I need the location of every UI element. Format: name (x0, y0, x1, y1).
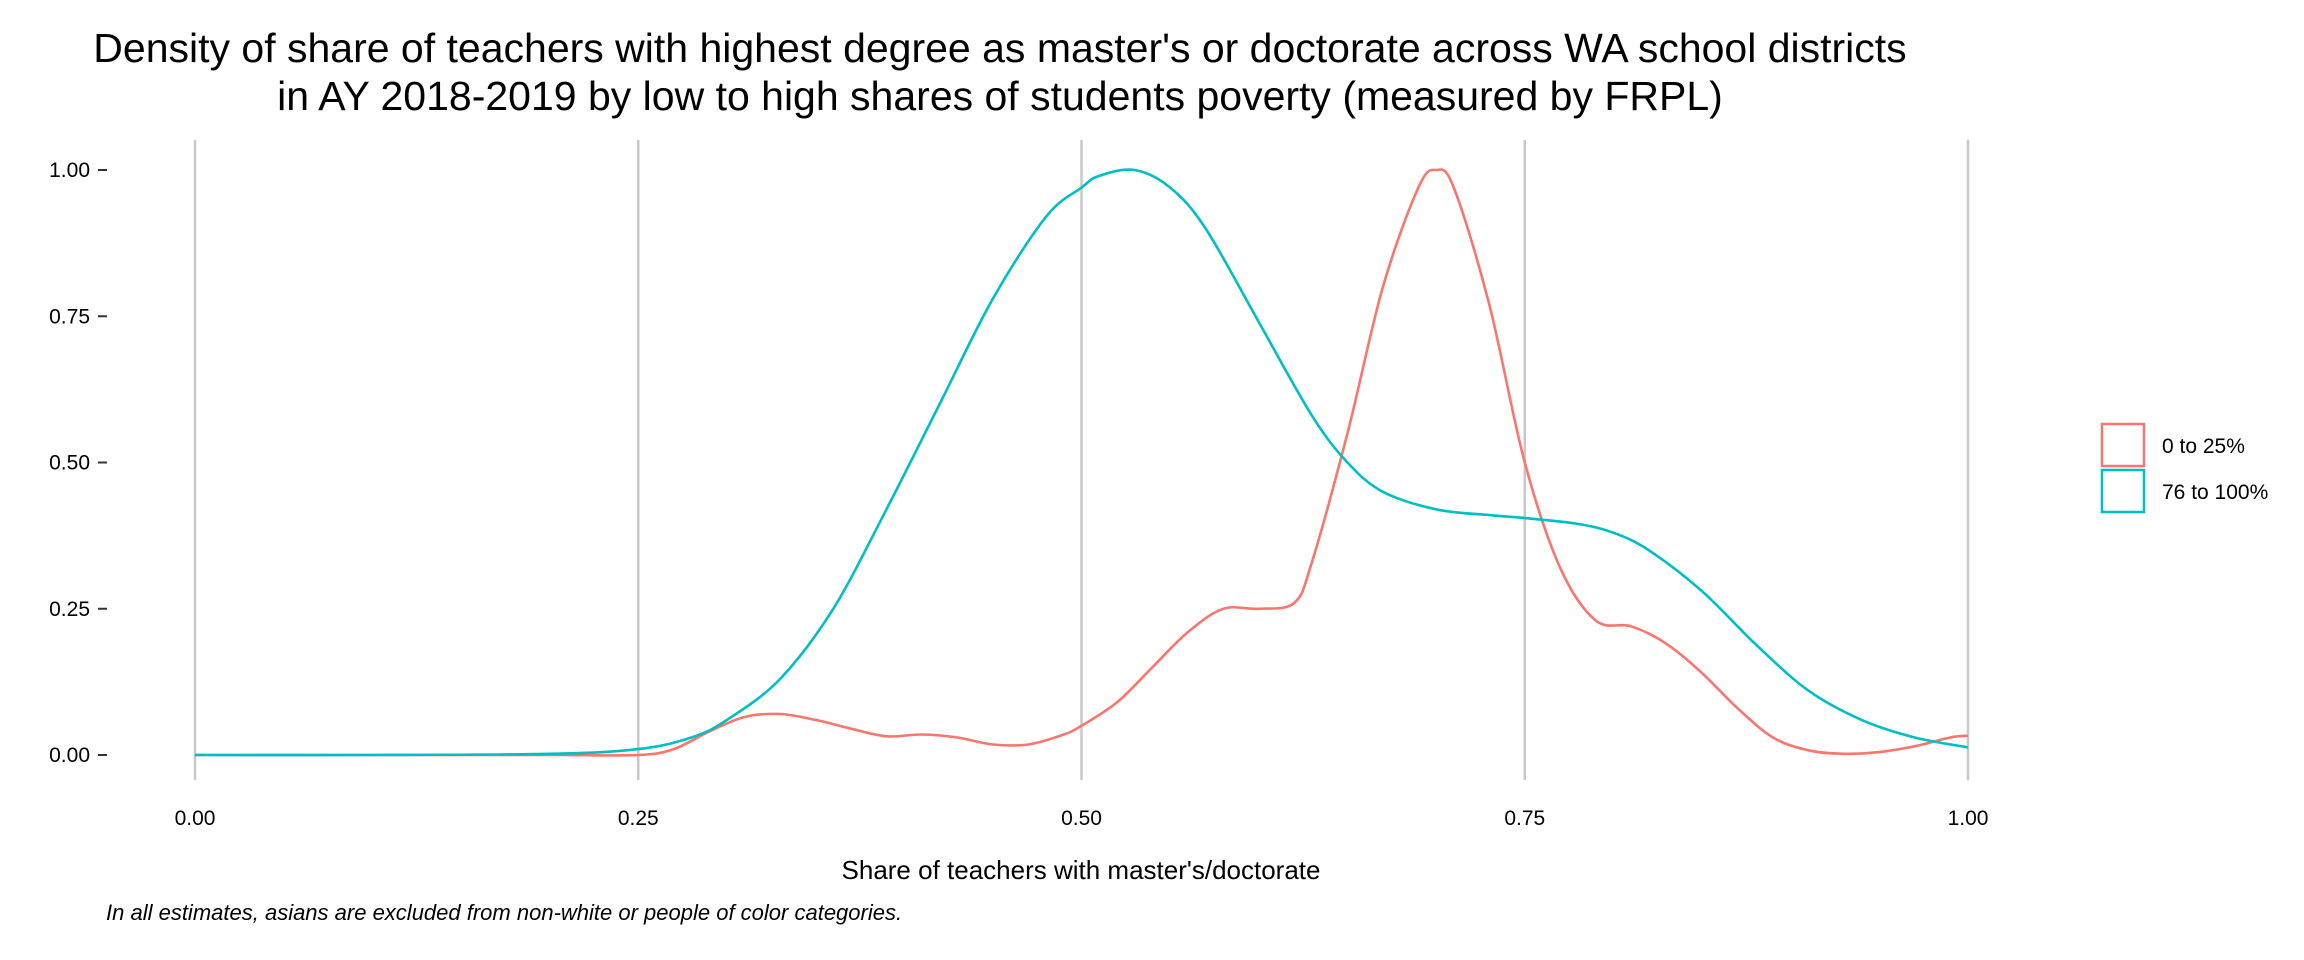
x-axis: 0.00 0.25 0.50 0.75 1.00 (175, 807, 1989, 830)
legend-label-1: 76 to 100% (2162, 481, 2268, 504)
y-tick-label-2: 0.50 (49, 452, 90, 475)
legend-key-0 (2100, 422, 2146, 468)
y-tick-label-1: 0.25 (49, 598, 90, 621)
series-line-1 (194, 168, 1969, 757)
series-line-0 (195, 168, 1969, 757)
legend-key-1 (2100, 468, 2146, 514)
plot-area (194, 168, 1969, 757)
x-tick-label-4: 1.00 (1948, 807, 1989, 830)
legend: 0 to 25% 76 to 100% (2100, 422, 2268, 514)
x-axis-title: Share of teachers with master's/doctorat… (842, 855, 1321, 885)
chart-caption: In all estimates, asians are excluded fr… (106, 900, 902, 925)
y-tick-label-4: 1.00 (49, 159, 90, 182)
x-tick-label-2: 0.50 (1061, 807, 1102, 830)
x-tick-label-0: 0.00 (175, 807, 216, 830)
y-tick-label-0: 0.00 (49, 744, 90, 767)
y-axis: 0.00 0.25 0.50 0.75 1.00 (49, 159, 107, 767)
x-tick-label-1: 0.25 (618, 807, 659, 830)
x-tick-label-3: 0.75 (1504, 807, 1545, 830)
y-tick-label-3: 0.75 (49, 305, 90, 328)
chart-title-line-2: in AY 2018-2019 by low to high shares of… (277, 73, 1723, 119)
legend-label-0: 0 to 25% (2162, 435, 2245, 458)
grid-lines (193, 140, 1970, 780)
chart-title-line-1: Density of share of teachers with highes… (93, 25, 1906, 71)
